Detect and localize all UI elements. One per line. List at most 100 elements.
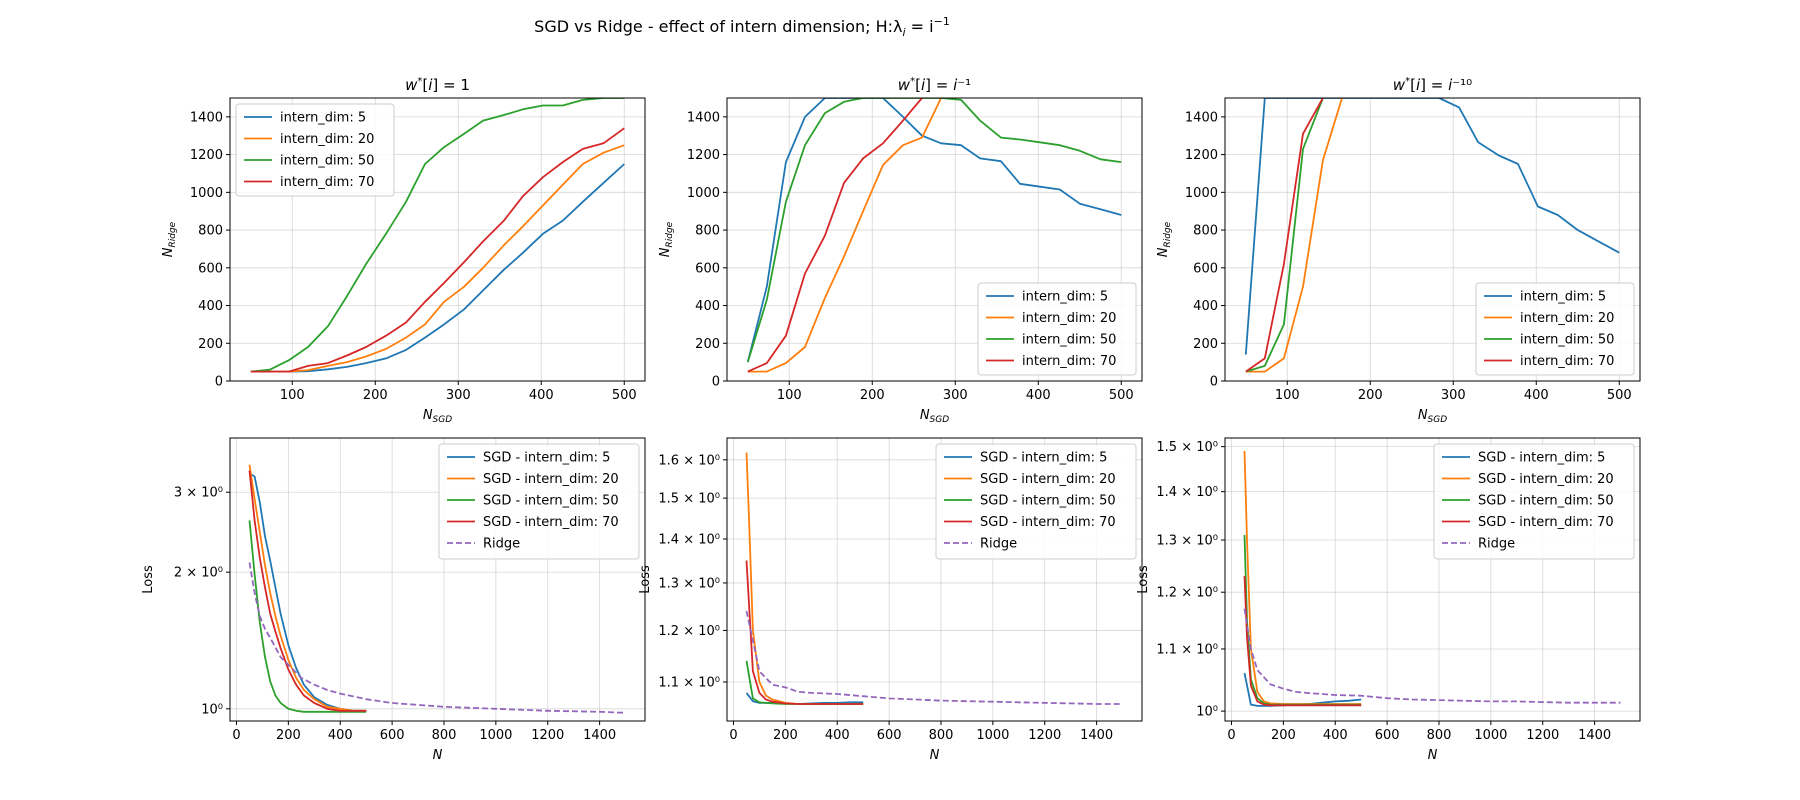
y-tick-label: 1.1 × 10⁰ <box>658 676 720 691</box>
legend: intern_dim: 5 intern_dim: 20 intern_dim: 5… <box>977 282 1137 376</box>
series-line-ridge <box>1243 608 1621 704</box>
series-line-intern-dim-70 <box>747 98 923 373</box>
series-group <box>746 98 1122 373</box>
legend-label: SGD - intern_dim: 20 <box>1478 472 1614 487</box>
x-tick-label: 300 <box>1441 388 1466 403</box>
legend-label: intern_dim: 5 <box>1022 290 1108 305</box>
legend-label: intern_dim: 70 <box>1520 354 1614 369</box>
legend-label: Ridge <box>980 537 1017 552</box>
y-axis-label: Loss <box>1136 565 1151 594</box>
x-tick-label: 1400 <box>1578 728 1611 743</box>
legend-label: SGD - intern_dim: 20 <box>980 472 1116 487</box>
series-line-sgd-intern-dim-5 <box>249 472 367 712</box>
legend-label: intern_dim: 70 <box>1022 354 1116 369</box>
y-tick-label: 400 <box>1193 299 1218 314</box>
series-line-intern-dim-70 <box>1245 98 1324 373</box>
legend-label: intern_dim: 5 <box>1520 290 1606 305</box>
legend-frame <box>1475 282 1635 376</box>
series-group <box>248 464 626 714</box>
y-tick-label: 0 <box>215 375 223 390</box>
y-tick-label: 1000 <box>1185 186 1218 201</box>
plot-frame <box>1224 437 1641 722</box>
y-axis-label: NRidge <box>1156 221 1173 257</box>
panel-title-3: w*[i] = i⁻¹⁰ <box>1393 76 1472 94</box>
x-tick-label: 600 <box>380 728 405 743</box>
legend-label: SGD - intern_dim: 70 <box>483 515 619 530</box>
series-line-intern-dim-5 <box>1244 98 1620 355</box>
legend-frame <box>1433 443 1635 560</box>
legend-label: SGD - intern_dim: 50 <box>483 494 619 509</box>
x-tick-label: 0 <box>232 728 240 743</box>
panel-title-2: w*[i] = i⁻¹ <box>898 76 971 94</box>
legend-label: intern_dim: 50 <box>1022 333 1116 348</box>
y-tick-label: 2 × 10⁰ <box>174 566 223 581</box>
x-axis-label: N <box>433 748 443 763</box>
x-tick-label: 600 <box>877 728 902 743</box>
y-tick-label: 0 <box>712 375 720 390</box>
legend-label: Ridge <box>483 537 520 552</box>
y-tick-label: 1200 <box>687 148 720 163</box>
y-tick-label: 800 <box>695 224 720 239</box>
x-tick-label: 400 <box>1026 388 1051 403</box>
figure-title-sub: i <box>903 26 906 39</box>
legend: SGD - intern_dim: 5 SGD - intern_dim: 20 S… <box>438 443 640 560</box>
x-tick-label: 1000 <box>976 728 1009 743</box>
y-axis-label: NRidge <box>658 221 675 257</box>
x-tick-label: 300 <box>943 388 968 403</box>
legend-label: intern_dim: 50 <box>280 154 374 169</box>
x-tick-label: 800 <box>432 728 457 743</box>
y-tick-label: 1400 <box>687 110 720 125</box>
legend-label: intern_dim: 70 <box>280 175 374 190</box>
x-tick-label: 300 <box>446 388 471 403</box>
plot-frame <box>229 97 646 382</box>
legend-label: Ridge <box>1478 537 1515 552</box>
y-tick-label: 1200 <box>190 148 223 163</box>
x-axis-label: NSGD <box>423 408 452 425</box>
y-tick-label: 1.2 × 10⁰ <box>1156 586 1218 601</box>
x-axis-label: NSGD <box>920 408 949 425</box>
panel-5: 0 200 400 600 800 1000 1200 1400 1.1 × 10⁰ 1.2 × … <box>638 437 1143 763</box>
legend: SGD - intern_dim: 5 SGD - intern_dim: 20 S… <box>1433 443 1635 560</box>
legend-frame <box>935 443 1137 560</box>
y-tick-label: 1.3 × 10⁰ <box>658 576 720 591</box>
panel-2: 100 200 300 400 500 0 200 400 600 800 1000 1200 1400… <box>658 76 1143 425</box>
x-tick-label: 1000 <box>479 728 512 743</box>
x-tick-label: 1400 <box>1080 728 1113 743</box>
legend-label: intern_dim: 20 <box>280 132 374 147</box>
y-tick-label: 200 <box>695 337 720 352</box>
y-tick-label: 1400 <box>1185 110 1218 125</box>
x-tick-label: 500 <box>612 388 637 403</box>
x-axis-label: N <box>1428 748 1438 763</box>
series-line-sgd-intern-dim-20 <box>745 452 864 705</box>
y-tick-label: 1.1 × 10⁰ <box>1156 642 1218 657</box>
legend: intern_dim: 5 intern_dim: 20 intern_dim: 5… <box>235 103 395 197</box>
y-tick-label: 1.5 × 10⁰ <box>1156 440 1218 455</box>
legend-label: intern_dim: 20 <box>1520 311 1614 326</box>
y-tick-label: 1.2 × 10⁰ <box>658 624 720 639</box>
legend-frame <box>438 443 640 560</box>
series-line-sgd-intern-dim-50 <box>248 520 367 713</box>
series-line-intern-dim-50 <box>1245 98 1324 373</box>
series-line-intern-dim-20 <box>1245 98 1343 373</box>
x-tick-label: 500 <box>1607 388 1632 403</box>
y-tick-label: 1000 <box>687 186 720 201</box>
figure-title-main: SGD vs Ridge - effect of intern dimensio… <box>534 17 902 36</box>
y-tick-label: 600 <box>695 261 720 276</box>
series-line-intern-dim-20 <box>250 144 625 373</box>
y-axis-label: NRidge <box>161 221 178 257</box>
y-tick-label: 0 <box>1210 375 1218 390</box>
x-tick-label: 400 <box>1524 388 1549 403</box>
legend-label: SGD - intern_dim: 70 <box>1478 515 1614 530</box>
y-tick-label: 10⁰ <box>201 702 223 717</box>
x-tick-label: 100 <box>1275 388 1300 403</box>
x-tick-label: 1400 <box>583 728 616 743</box>
panel-4: 0 200 400 600 800 1000 1200 1400 10⁰ 2 × 10⁰ 3 × 1… <box>141 437 646 763</box>
y-tick-label: 600 <box>198 261 223 276</box>
series-line-intern-dim-20 <box>747 98 942 373</box>
y-tick-label: 1.5 × 10⁰ <box>658 492 720 507</box>
series-line-sgd-intern-dim-50 <box>1243 534 1362 706</box>
x-tick-label: 200 <box>276 728 301 743</box>
series-line-sgd-intern-dim-20 <box>248 464 367 712</box>
x-axis-label: N <box>930 748 940 763</box>
y-axis-label: Loss <box>638 565 653 594</box>
